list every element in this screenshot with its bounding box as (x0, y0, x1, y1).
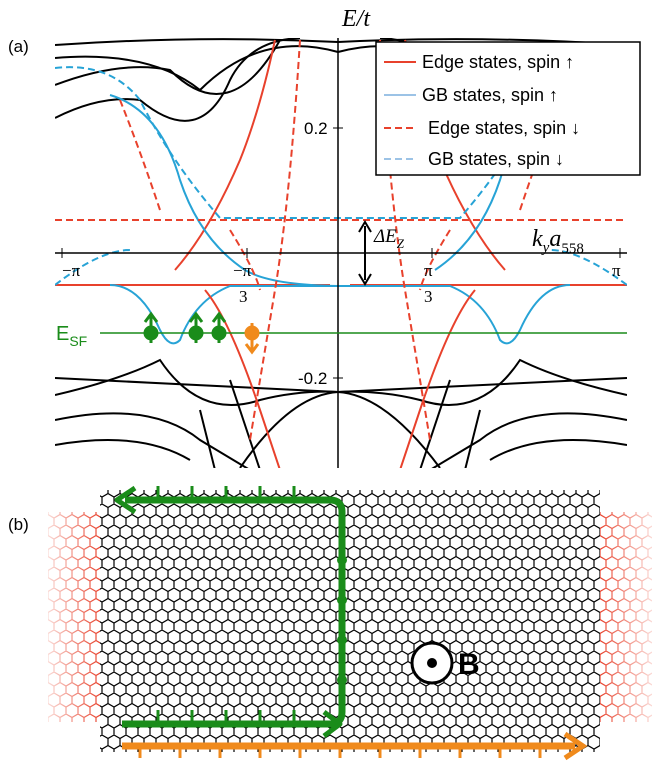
panel-label: (b) (8, 515, 29, 534)
legend-entry: GB states, spin ↓ (428, 149, 564, 169)
y-tick-label: 0.2 (304, 119, 328, 138)
fermi-label: ESF (56, 323, 87, 349)
y-axis-label: E/t (341, 6, 371, 32)
y-tick-label: -0.2 (298, 369, 327, 388)
x-tick-label: π (424, 261, 433, 280)
field-symbol (412, 643, 452, 683)
x-tick-label: 3 (424, 287, 433, 306)
x-tick-label: −π (233, 261, 252, 280)
x-tick-label: −π (62, 261, 81, 280)
field-label: B (458, 648, 480, 681)
lattice (100, 490, 600, 752)
x-tick-label: π (612, 261, 621, 280)
legend-entry: Edge states, spin ↓ (428, 118, 580, 138)
zeeman-label: ΔEZ (373, 226, 405, 251)
panel-label: (a) (8, 37, 29, 56)
figure: (a) −π −π 3 π 3 π 0.2 (0, 0, 664, 765)
spin-down-state (246, 323, 258, 352)
legend-entry: GB states, spin ↑ (422, 85, 558, 105)
x-tick-label: 3 (239, 287, 248, 306)
legend-entry: Edge states, spin ↑ (422, 52, 574, 72)
